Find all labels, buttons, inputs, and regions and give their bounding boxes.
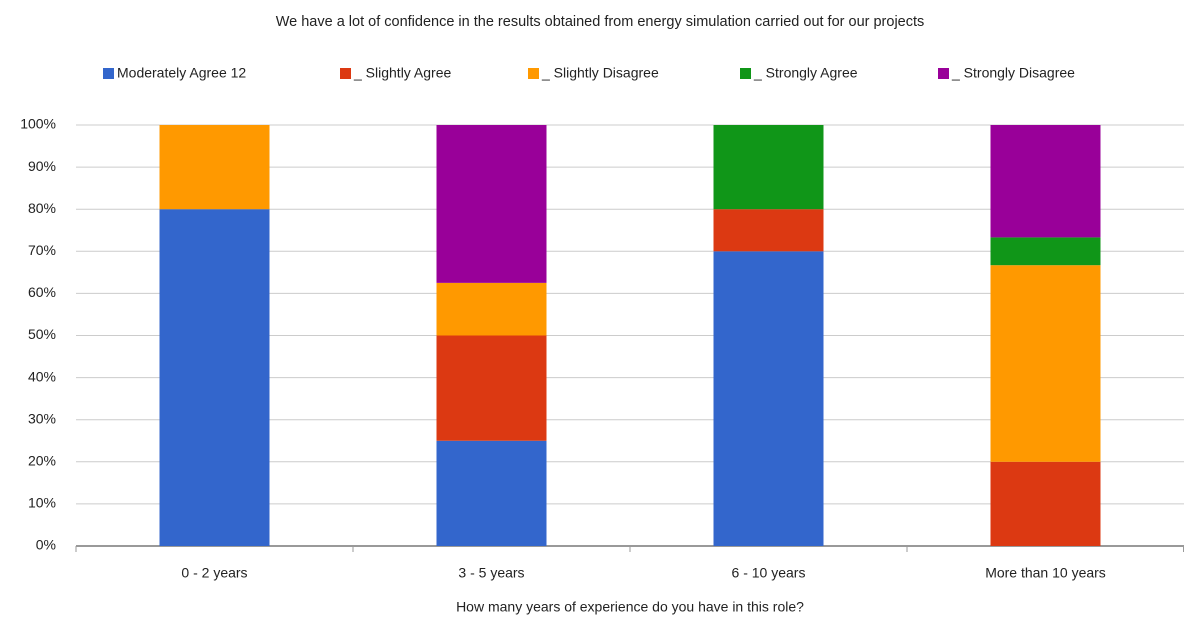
bar-segment bbox=[436, 282, 547, 336]
x-tick-label: 3 - 5 years bbox=[458, 565, 524, 581]
bar-segment bbox=[436, 440, 547, 546]
y-tick-label: 30% bbox=[28, 410, 56, 426]
legend-swatch bbox=[103, 68, 114, 79]
y-tick-label: 80% bbox=[28, 200, 56, 216]
y-tick-label: 100% bbox=[20, 116, 56, 132]
y-tick-label: 10% bbox=[28, 495, 56, 511]
legend-label: _ Slightly Agree bbox=[353, 65, 451, 81]
bar-segment bbox=[713, 125, 824, 210]
bar-segment bbox=[713, 251, 824, 547]
legend-swatch bbox=[528, 68, 539, 79]
chart-title: We have a lot of confidence in the resul… bbox=[276, 14, 925, 30]
y-tick-label: 50% bbox=[28, 326, 56, 342]
legend-label: Moderately Agree 12 bbox=[117, 65, 246, 81]
bar-segment bbox=[159, 125, 270, 210]
legend-label: _ Slightly Disagree bbox=[541, 65, 659, 81]
legend-swatch bbox=[340, 68, 351, 79]
y-tick-label: 40% bbox=[28, 368, 56, 384]
bar-segment bbox=[990, 125, 1101, 238]
bar-segment bbox=[436, 125, 547, 283]
y-tick-label: 90% bbox=[28, 158, 56, 174]
bar-segment bbox=[159, 209, 270, 546]
y-tick-label: 70% bbox=[28, 242, 56, 258]
y-tick-label: 0% bbox=[36, 537, 56, 553]
legend-label: _ Strongly Disagree bbox=[951, 65, 1075, 81]
legend-swatch bbox=[740, 68, 751, 79]
x-axis-label: How many years of experience do you have… bbox=[456, 599, 804, 615]
bar-segment bbox=[713, 209, 824, 252]
legend-swatch bbox=[938, 68, 949, 79]
bar-segment bbox=[990, 265, 1101, 462]
x-tick-label: More than 10 years bbox=[985, 565, 1106, 581]
x-tick-label: 0 - 2 years bbox=[181, 565, 247, 581]
y-tick-label: 60% bbox=[28, 284, 56, 300]
x-tick-label: 6 - 10 years bbox=[732, 565, 806, 581]
legend-label: _ Strongly Agree bbox=[753, 65, 858, 81]
bar-segment bbox=[990, 461, 1101, 546]
bar-segment bbox=[990, 237, 1101, 266]
y-tick-label: 20% bbox=[28, 453, 56, 469]
bar-segment bbox=[436, 335, 547, 441]
